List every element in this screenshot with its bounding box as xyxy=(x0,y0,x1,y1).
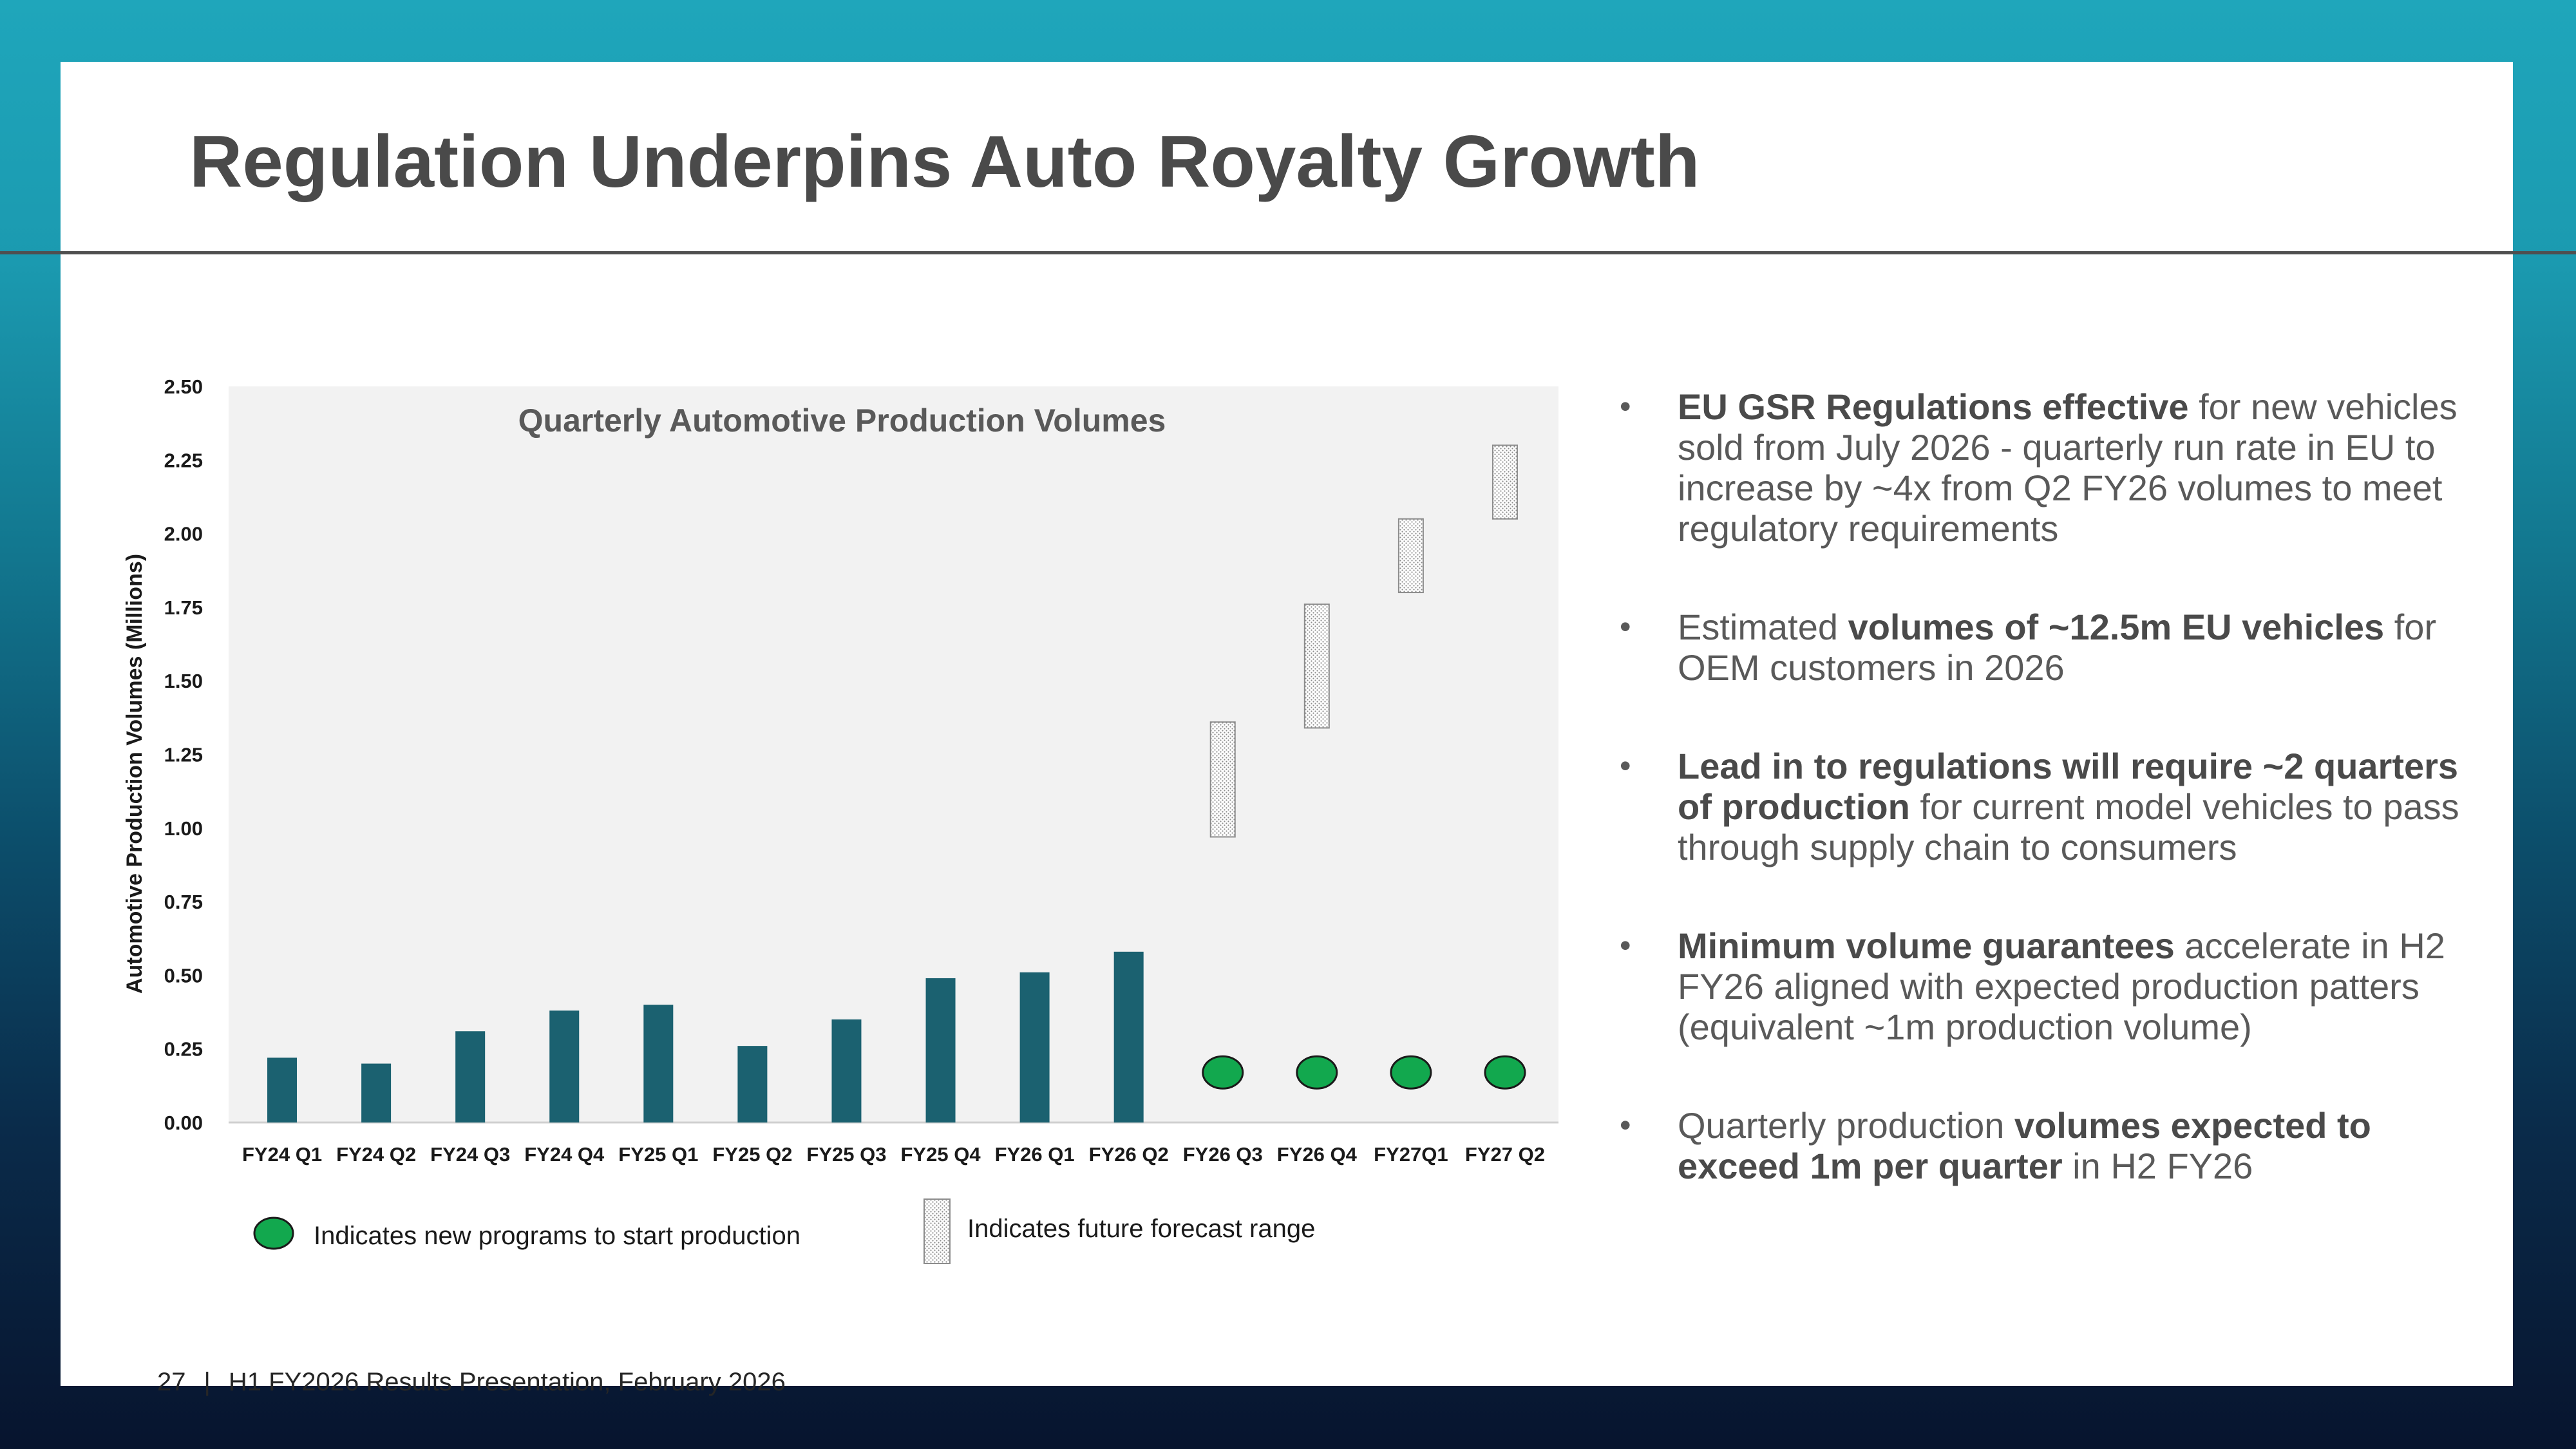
y-axis-label: Automotive Production Volumes (Millions) xyxy=(122,554,147,994)
bullet-text-bold: Lead in to regulations will require ~2 q… xyxy=(1678,746,2459,827)
bullet-text: in H2 FY26 xyxy=(2062,1146,2253,1186)
bar xyxy=(643,1005,674,1122)
x-tick-label: FY24 Q4 xyxy=(524,1143,605,1166)
bullet-text: Quarterly production xyxy=(1678,1105,2014,1146)
bullet-text: Estimated xyxy=(1678,607,1848,647)
y-tick-label: 1.50 xyxy=(164,670,203,692)
bullet-text-bold: Minimum volume guarantees xyxy=(1678,925,2175,966)
bar xyxy=(549,1010,580,1122)
bar xyxy=(1113,951,1144,1122)
bar xyxy=(1019,972,1050,1122)
y-tick-label: 0.25 xyxy=(164,1038,203,1061)
footer-separator: | xyxy=(204,1368,211,1396)
bullet-text-bold: volumes of ~12.5m EU vehicles xyxy=(1848,607,2385,647)
y-tick-label: 0.50 xyxy=(164,964,203,987)
y-tick-label: 1.75 xyxy=(164,596,203,619)
bullet-text: for OEM customers in 2026 xyxy=(1678,607,2437,688)
y-tick-label: 1.00 xyxy=(164,817,203,840)
bullet-dot-icon: • xyxy=(1620,927,1631,963)
x-axis-ticks: FY24 Q1 FY24 Q2 FY24 Q3 FY24 Q4 FY25 Q1 FY25 … xyxy=(242,1143,1545,1166)
bar xyxy=(267,1057,298,1122)
legend-forecast-icon xyxy=(923,1198,951,1264)
forecast-range-bar xyxy=(1492,444,1518,520)
new-program-marker xyxy=(1390,1055,1432,1090)
page-number: 27 xyxy=(157,1368,186,1396)
footer-text: H1 FY2026 Results Presentation, February… xyxy=(228,1368,786,1396)
bar xyxy=(925,978,956,1122)
x-tick-label: FY25 Q3 xyxy=(806,1143,886,1166)
new-program-markers xyxy=(1202,1055,1526,1090)
legend-new-program-label: Indicates new programs to start producti… xyxy=(314,1222,800,1250)
y-tick-label: 0.75 xyxy=(164,891,203,913)
y-tick-label: 2.25 xyxy=(164,449,203,471)
bullet-dot-icon: • xyxy=(1620,1107,1631,1143)
new-program-marker xyxy=(1296,1055,1338,1090)
bullet-item: • Quarterly production volumes expected t… xyxy=(1613,1105,2470,1186)
x-tick-label: FY26 Q4 xyxy=(1277,1143,1358,1166)
plot-area xyxy=(229,386,1558,1122)
bullet-text: for new vehicles sold from July 2026 - q… xyxy=(1678,386,2458,549)
new-program-marker xyxy=(1484,1055,1526,1090)
slide-title: Regulation Underpins Auto Royalty Growth xyxy=(189,121,1700,203)
bar xyxy=(455,1031,486,1122)
bar-series xyxy=(267,951,1144,1122)
new-program-marker xyxy=(1202,1055,1244,1090)
production-volume-chart: Quarterly Automotive Production Volumes … xyxy=(122,375,1558,1264)
bullet-list: • EU GSR Regulations effective for new ve… xyxy=(1613,386,2470,1244)
forecast-range-bar xyxy=(1209,721,1236,838)
bullet-item: • Minimum volume guarantees accelerate in… xyxy=(1613,925,2470,1047)
bar xyxy=(361,1063,392,1122)
x-tick-label: FY25 Q2 xyxy=(712,1143,792,1166)
x-tick-label: FY26 Q2 xyxy=(1089,1143,1169,1166)
x-tick-label: FY26 Q1 xyxy=(995,1143,1075,1166)
legend-forecast-label: Indicates future forecast range xyxy=(967,1215,1315,1243)
forecast-range-bar xyxy=(1303,603,1330,729)
x-tick-label: FY27 Q2 xyxy=(1465,1143,1545,1166)
bullet-dot-icon: • xyxy=(1620,748,1631,784)
bullet-item: • Lead in to regulations will require ~2 … xyxy=(1613,746,2470,867)
x-tick-label: FY26 Q3 xyxy=(1183,1143,1263,1166)
x-tick-label: FY24 Q1 xyxy=(242,1143,322,1166)
x-tick-label: FY25 Q1 xyxy=(618,1143,698,1166)
slide-footer: 27 | H1 FY2026 Results Presentation, Febru… xyxy=(157,1368,786,1397)
x-tick-label: FY27Q1 xyxy=(1374,1143,1448,1166)
x-tick-label: FY24 Q2 xyxy=(336,1143,416,1166)
bullet-text-bold: EU GSR Regulations effective xyxy=(1678,386,2189,427)
bar xyxy=(831,1019,862,1122)
y-axis-ticks: 0.00 0.25 0.50 0.75 1.00 1.25 1.50 1.75 2.00 2.25… xyxy=(164,375,1558,1134)
bullet-dot-icon: • xyxy=(1620,388,1631,424)
bullet-text: for current model vehicles to pass throu… xyxy=(1678,786,2459,867)
forecast-range-bar xyxy=(1397,518,1424,594)
legend-new-program-icon xyxy=(253,1217,294,1250)
y-tick-label: 1.25 xyxy=(164,744,203,766)
bullet-item: • Estimated volumes of ~12.5m EU vehicles… xyxy=(1613,607,2470,688)
x-tick-label: FY25 Q4 xyxy=(901,1143,981,1166)
y-tick-label: 0.00 xyxy=(164,1112,203,1134)
title-divider xyxy=(0,251,2576,254)
bullet-dot-icon: • xyxy=(1620,609,1631,645)
bullet-text: accelerate in H2 FY26 aligned with expec… xyxy=(1678,925,2445,1047)
y-tick-label: 2.00 xyxy=(164,523,203,545)
chart-legend: Indicates new programs to start producti… xyxy=(253,1198,1315,1264)
chart-title: Quarterly Automotive Production Volumes xyxy=(518,402,1166,439)
bullet-item: • EU GSR Regulations effective for new ve… xyxy=(1613,386,2470,549)
forecast-ranges xyxy=(1209,444,1518,838)
bar xyxy=(737,1046,768,1122)
bullet-text-bold: volumes expected to exceed 1m per quarte… xyxy=(1678,1105,2371,1186)
y-tick-label: 2.50 xyxy=(164,375,203,398)
x-tick-label: FY24 Q3 xyxy=(430,1143,510,1166)
